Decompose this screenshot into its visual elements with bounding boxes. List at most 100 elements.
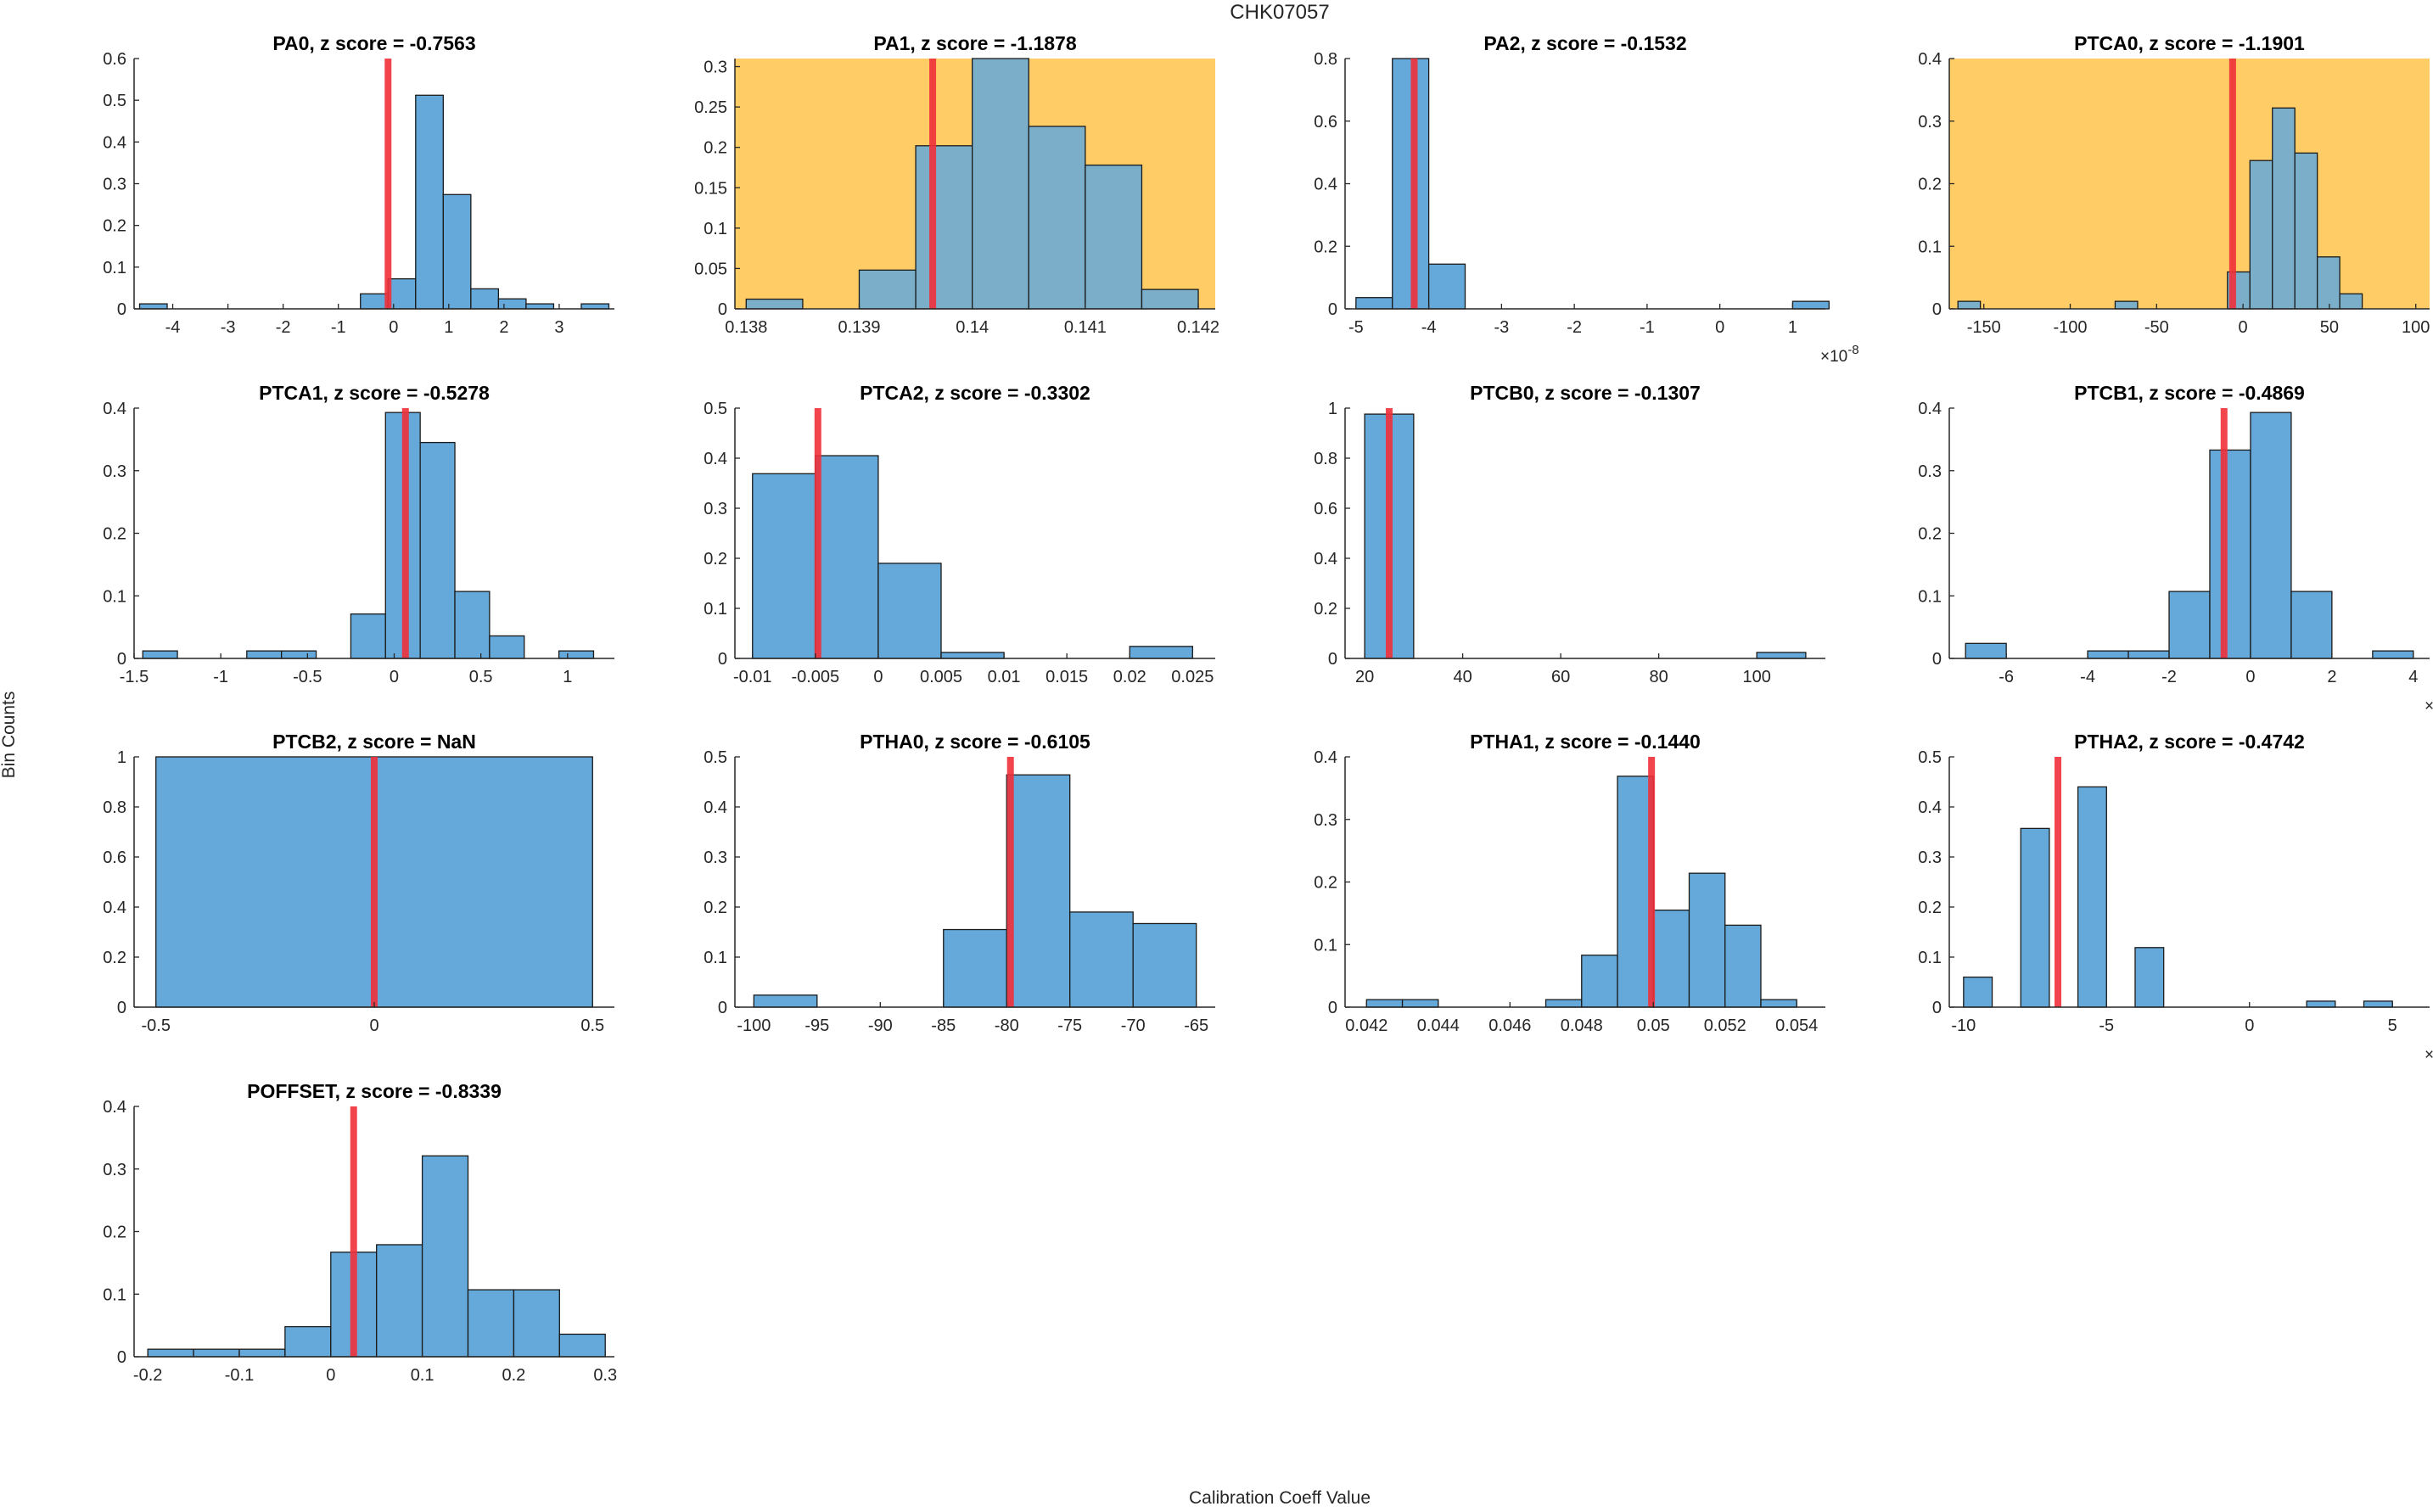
y-tick-label: 0.1 — [1918, 587, 1942, 606]
y-tick-label: 0.2 — [103, 217, 126, 236]
x-tick-label: -70 — [1121, 1016, 1146, 1035]
x-tick-label: -0.5 — [293, 668, 322, 686]
y-tick-label: 0.3 — [704, 500, 727, 518]
y-tick-label: 0.3 — [704, 848, 727, 867]
y-tick-label: 0.05 — [694, 260, 727, 278]
y-tick-label: 0.4 — [704, 450, 727, 468]
x-tick-label: 1 — [1788, 318, 1797, 337]
histogram-bar — [940, 652, 1005, 659]
histogram-bar — [2290, 591, 2333, 659]
y-tick-label: 0.3 — [1918, 848, 1942, 867]
subplot-title: PTCB2, z score = NaN — [272, 731, 476, 753]
subplot-9: -0.5 0 0.5 0 0.2 0.4 0.6 0.8 1 PTCB2, z score = N… — [103, 731, 614, 1035]
y-tick-label: 0.3 — [103, 462, 126, 481]
histogram-bar — [580, 303, 610, 310]
subplot-title: PA1, z score = -1.1878 — [873, 32, 1077, 54]
y-tick-label: 0.2 — [1918, 525, 1942, 544]
y-tick-label: 0.2 — [103, 525, 126, 544]
y-tick-label: 0.4 — [1314, 748, 1337, 767]
x-tick-label: 0.042 — [1345, 1016, 1387, 1035]
histogram-bar — [1141, 288, 1199, 310]
histogram-bar — [558, 1333, 606, 1358]
histogram-bar — [815, 455, 879, 659]
x-tick-label: 3 — [554, 318, 563, 337]
histogram-bar — [513, 1289, 560, 1358]
subplot-title: PTCB0, z score = -0.1307 — [1470, 382, 1701, 404]
x-tick-label: -0.2 — [133, 1366, 162, 1385]
histogram-bar — [442, 193, 472, 310]
x-tick-label: 1 — [444, 318, 453, 337]
x-tick-label: -90 — [868, 1016, 893, 1035]
x-tick-label: 4 — [2408, 668, 2418, 686]
y-tick-label: 0.1 — [704, 949, 727, 967]
y-tick-label: 0.2 — [704, 899, 727, 917]
histogram-bar — [1132, 922, 1197, 1008]
y-tick-label: 0.3 — [704, 59, 727, 77]
x-tick-label: 1 — [563, 668, 572, 686]
x-tick-label: 0.046 — [1488, 1016, 1531, 1035]
x-tick-label: 0.142 — [1177, 318, 1219, 337]
x-exponent-label: ×10-7 — [2425, 1041, 2433, 1064]
subplot-10: -100 -95 -90 -85 -80 -75 -70 -65 0 0.1 0.2 0.3 0.4 0.… — [704, 731, 1215, 1035]
x-tick-label: 20 — [1355, 668, 1374, 686]
y-tick-label: 0.3 — [1918, 462, 1942, 481]
exponent-base: ×10 — [1820, 348, 1847, 366]
subplot-1: -4 -3 -2 -1 0 1 2 3 0 0.1 0.2 0.3 0.4 0.5 0.6 PA0, z sc… — [103, 32, 614, 337]
y-tick-label: 0.3 — [103, 1161, 126, 1179]
y-tick-label: 0 — [1932, 999, 1942, 1017]
x-tick-label: 100 — [2402, 318, 2430, 337]
x-tick-label: -5 — [1348, 318, 1364, 337]
histogram-bar — [2077, 786, 2107, 1008]
histogram-bar — [1965, 642, 2007, 659]
histogram-bar — [2114, 300, 2139, 310]
x-tick-label: -2 — [1567, 318, 1582, 337]
y-tick-label: 0.5 — [704, 400, 727, 418]
x-tick-label: -0.005 — [791, 668, 839, 686]
histogram-bar — [972, 58, 1029, 310]
y-tick-label: 0.6 — [103, 50, 126, 69]
y-tick-label: 0.2 — [1314, 874, 1337, 893]
x-exponent-label: ×10-8 — [1820, 343, 1859, 366]
y-tick-label: 0.3 — [1314, 811, 1337, 830]
x-tick-label: -2 — [2161, 668, 2177, 686]
y-tick-label: 0.6 — [103, 848, 126, 867]
subplot-title: PTHA0, z score = -0.6105 — [860, 731, 1090, 753]
subplot-7: 20 40 60 80 100 0 0.2 0.4 0.6 0.8 1 PTCB0, z score … — [1314, 382, 1825, 686]
y-tick-label: 0.4 — [103, 1098, 126, 1117]
x-tick-label: 80 — [1650, 668, 1668, 686]
histogram-bar — [943, 928, 1007, 1008]
histogram-bar — [1617, 776, 1654, 1008]
histogram-bar — [2127, 650, 2170, 659]
subplot-title: PTCA0, z score = -1.1901 — [2074, 32, 2305, 54]
y-tick-label: 0.25 — [694, 98, 727, 117]
histogram-bar — [2134, 947, 2165, 1008]
histogram-bar — [1760, 999, 1797, 1008]
y-tick-label: 0.15 — [694, 179, 727, 198]
histogram-bar — [138, 303, 168, 310]
y-tick-label: 0.2 — [103, 949, 126, 967]
x-tick-label: -100 — [737, 1016, 771, 1035]
histogram-bar — [284, 1325, 332, 1358]
x-tick-label: 0.005 — [920, 668, 962, 686]
x-tick-label: -4 — [2080, 668, 2095, 686]
histogram-bar — [497, 298, 527, 310]
x-tick-label: 2 — [2327, 668, 2336, 686]
histogram-bar — [2339, 293, 2363, 310]
histogram-bar — [558, 650, 595, 659]
histogram-bar — [238, 1348, 286, 1358]
subplot-12: -10 -5 0 5 0 0.1 0.2 0.3 0.4 0.5 ×10-7 PTHA2, z sco… — [1918, 731, 2433, 1064]
y-tick-label: 0.2 — [1918, 176, 1942, 194]
histogram-bar — [1652, 910, 1690, 1008]
x-tick-label: -1.5 — [120, 668, 149, 686]
y-tick-label: 0 — [718, 650, 727, 669]
subplot-6: -0.01 -0.005 0 0.005 0.01 0.015 0.02 0.025 0 0.1 0… — [704, 382, 1215, 686]
y-tick-label: 0.2 — [103, 1224, 126, 1242]
exponent-base: ×10 — [2425, 697, 2433, 715]
figure-xlabel: Calibration Coeff Value — [1189, 1488, 1371, 1508]
subplot-title: PTCA2, z score = -0.3302 — [860, 382, 1090, 404]
y-tick-label: 0.4 — [1314, 176, 1337, 194]
y-tick-label: 0 — [117, 300, 126, 319]
histogram-bar — [2249, 160, 2273, 310]
